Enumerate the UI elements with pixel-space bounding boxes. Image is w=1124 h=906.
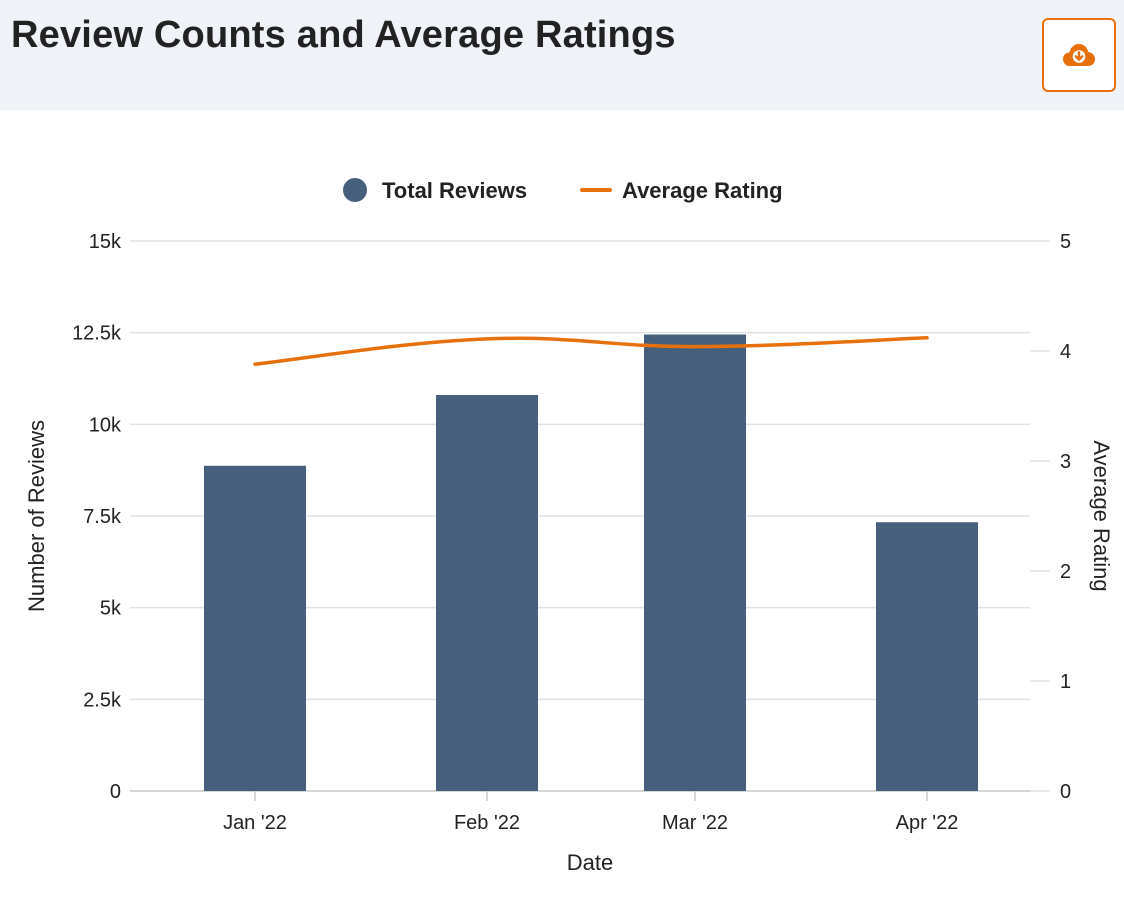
download-button[interactable] [1042,18,1116,92]
x-axis-ticks: Jan '22 Feb '22 Mar '22 Apr '22 [223,791,958,834]
legend-bar-label: Total Reviews [382,178,527,203]
x-tick-label: Mar '22 [662,812,728,834]
x-tick-label: Jan '22 [223,812,287,834]
legend-item-line[interactable]: Average Rating [580,178,783,203]
x-tick-label: Apr '22 [896,812,959,834]
y-tick-label: 0 [110,781,121,803]
rating-line [253,336,929,366]
chart-header: Review Counts and Average Ratings [0,0,1124,110]
left-axis-ticks: 0 2.5k 5k 7.5k 10k 12.5k 15k [72,231,122,803]
legend-item-bars[interactable]: Total Reviews [343,178,527,203]
y-tick-label: 7.5k [83,506,122,528]
y-tick-label: 5k [100,598,122,620]
y2-tick-label: 0 [1060,781,1071,803]
y2-tick-label: 4 [1060,341,1071,363]
right-axis-ticks: 0 1 2 3 4 5 [1060,231,1071,803]
combo-chart: Total Reviews Average Rating 0 2.5k 5k 7.5k… [24,178,1114,875]
y2-axis-title: Average Rating [1089,440,1114,591]
y2-tick-label: 3 [1060,451,1071,473]
y-axis-title: Number of Reviews [24,420,49,612]
legend-line-label: Average Rating [622,178,783,203]
legend-bar-marker [343,178,367,202]
y2-tick-label: 2 [1060,561,1071,583]
y-tick-label: 10k [89,414,122,436]
x-tick-label: Feb '22 [454,812,520,834]
page-title: Review Counts and Average Ratings [11,14,676,56]
y-tick-label: 12.5k [72,323,122,345]
bar [644,334,746,791]
x-axis-title: Date [567,850,613,875]
y-tick-label: 15k [89,231,122,253]
y2-tick-label: 1 [1060,671,1071,693]
bar [876,522,978,791]
y-tick-label: 2.5k [83,689,122,711]
line-series [253,336,929,366]
bar [204,465,306,791]
y2-tick-label: 5 [1060,231,1071,253]
legend-line-marker [580,188,612,192]
cloud-download-icon [1063,44,1095,66]
legend: Total Reviews Average Rating [343,178,783,203]
bar-series [204,334,978,791]
bar [436,395,538,791]
